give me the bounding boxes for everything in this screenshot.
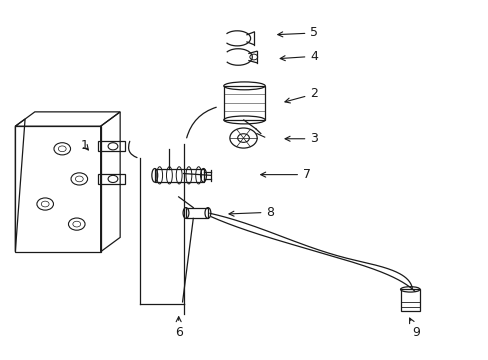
Bar [400, 289, 419, 311]
Text: 2: 2 [285, 87, 318, 103]
Text: 7: 7 [260, 168, 310, 181]
Bar [185, 208, 207, 219]
Text: 8: 8 [228, 206, 274, 219]
Text: 5: 5 [277, 27, 318, 40]
Text: 9: 9 [409, 318, 420, 339]
Bar [224, 86, 264, 120]
Text: 1: 1 [81, 139, 89, 152]
Text: 4: 4 [280, 50, 318, 63]
Text: 6: 6 [174, 317, 182, 339]
Bar [155, 168, 203, 182]
Text: 3: 3 [285, 132, 318, 145]
